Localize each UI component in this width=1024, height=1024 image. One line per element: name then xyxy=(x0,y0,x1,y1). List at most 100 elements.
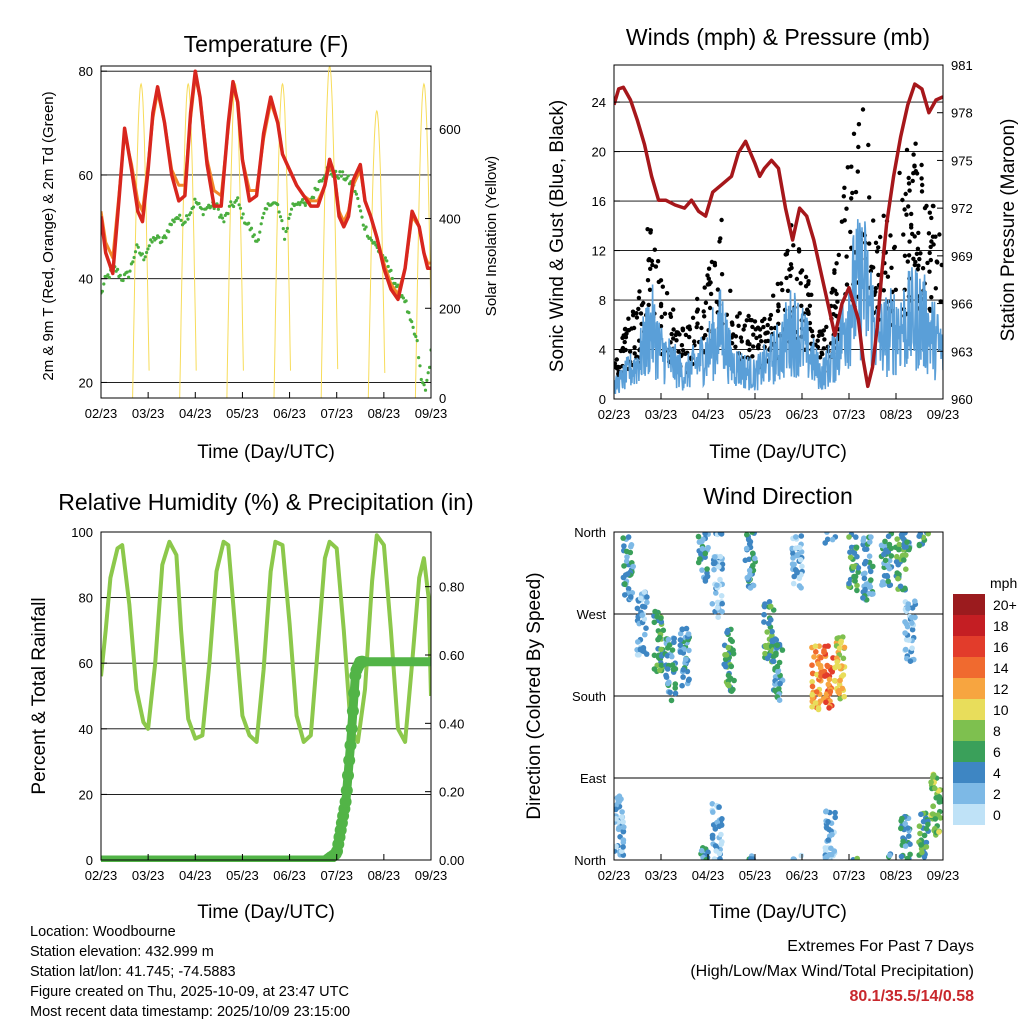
direction-point xyxy=(652,608,658,615)
extremes-title: Extremes For Past 7 Days xyxy=(787,938,974,955)
gust-point xyxy=(876,272,881,278)
dewpoint-point xyxy=(341,170,345,174)
gust-point xyxy=(751,332,756,337)
y-tick-label: 0 xyxy=(86,853,93,868)
direction-point xyxy=(695,533,702,540)
dewpoint-point xyxy=(101,289,104,293)
gust-point xyxy=(929,215,934,221)
direction-point xyxy=(766,599,773,605)
legend-swatch xyxy=(953,678,985,699)
direction-point xyxy=(686,676,692,683)
x-tick-label: 07/23 xyxy=(320,406,353,421)
direction-point xyxy=(809,691,816,698)
gust-point xyxy=(747,342,752,347)
gust-point xyxy=(699,325,704,331)
direction-point xyxy=(937,796,943,803)
gust-point xyxy=(845,165,850,170)
gust-point xyxy=(893,287,898,292)
direction-point xyxy=(840,672,847,678)
direction-point xyxy=(641,589,648,595)
gust-point xyxy=(832,288,838,293)
direction-point xyxy=(620,819,626,825)
temperature-plot xyxy=(101,66,431,398)
gust-point xyxy=(662,311,668,316)
gust-point xyxy=(926,231,932,236)
dewpoint-point xyxy=(280,219,284,223)
gust-point xyxy=(934,259,939,264)
gust-point xyxy=(919,176,924,181)
direction-point xyxy=(722,652,728,658)
direction-point xyxy=(866,553,873,559)
solar-insolation-peak xyxy=(273,82,291,398)
dewpoint-point xyxy=(338,170,342,174)
direction-point xyxy=(850,564,857,570)
direction-point xyxy=(886,852,893,859)
gust-point xyxy=(638,311,644,316)
extremes-box: Extremes For Past 7 Days (High/Low/Max W… xyxy=(690,934,974,1009)
direction-point xyxy=(643,625,649,631)
direction-point xyxy=(881,573,888,579)
direction-point xyxy=(651,652,658,659)
dewpoint-point xyxy=(147,244,151,248)
gust-point xyxy=(653,264,659,269)
dewpoint-point xyxy=(346,174,350,178)
gust-point xyxy=(844,282,850,287)
direction-point xyxy=(823,699,829,706)
gust-point xyxy=(735,314,740,319)
dewpoint-point xyxy=(238,206,243,210)
dewpoint-point xyxy=(189,211,193,215)
gust-point xyxy=(771,293,776,298)
y2-tick-label: 0.00 xyxy=(439,853,464,868)
humidity-y-ticks: 0 20 40 60 80 100 xyxy=(71,525,107,868)
dewpoint-point xyxy=(411,325,415,329)
direction-point xyxy=(764,629,770,635)
direction-point xyxy=(854,553,860,560)
x-tick-label: 08/23 xyxy=(880,868,913,883)
direction-point xyxy=(813,689,820,695)
direction-point xyxy=(746,567,753,574)
direction-point xyxy=(853,544,860,551)
gust-point xyxy=(913,141,918,146)
y-tick-label: 20 xyxy=(592,145,606,160)
direction-point xyxy=(826,705,832,711)
direction-point xyxy=(829,851,835,858)
gust-point xyxy=(671,327,676,332)
direction-point xyxy=(761,611,767,618)
gust-point xyxy=(658,301,664,307)
direction-point xyxy=(628,594,634,600)
direction-point xyxy=(744,532,750,538)
gust-point xyxy=(844,254,849,259)
direction-point xyxy=(916,542,923,549)
direction-point xyxy=(909,620,915,626)
gust-point xyxy=(807,320,813,326)
direction-point xyxy=(902,820,908,827)
precipitation-point xyxy=(343,754,356,767)
winds-frame xyxy=(613,64,944,400)
gust-point xyxy=(914,251,920,256)
gust-point xyxy=(750,324,755,330)
dewpoint-point xyxy=(197,201,201,206)
direction-point xyxy=(852,578,858,584)
humidity-xlabel: Time (Day/UTC) xyxy=(197,902,335,923)
gust-point xyxy=(752,319,758,324)
precipitation-point xyxy=(344,739,357,752)
gust-point xyxy=(900,197,905,203)
gust-point xyxy=(755,344,761,349)
dewpoint-point xyxy=(127,275,131,279)
direction-title: Wind Direction xyxy=(703,483,853,509)
direction-point xyxy=(932,785,938,792)
direction-point xyxy=(921,832,928,839)
gust-point xyxy=(909,211,914,217)
gust-point xyxy=(832,304,837,309)
gust-point xyxy=(757,327,763,332)
gust-point xyxy=(798,270,803,275)
dewpoint-point xyxy=(412,332,416,336)
direction-point xyxy=(762,650,768,657)
temperature-y-ticks: 20 40 60 80 xyxy=(79,64,107,390)
direction-point xyxy=(615,797,622,803)
temperature-frame xyxy=(100,65,432,399)
dewpoint-point xyxy=(415,339,419,343)
dewpoint-point xyxy=(418,364,422,368)
direction-point xyxy=(728,663,735,670)
y-tick-label: 60 xyxy=(79,656,93,671)
